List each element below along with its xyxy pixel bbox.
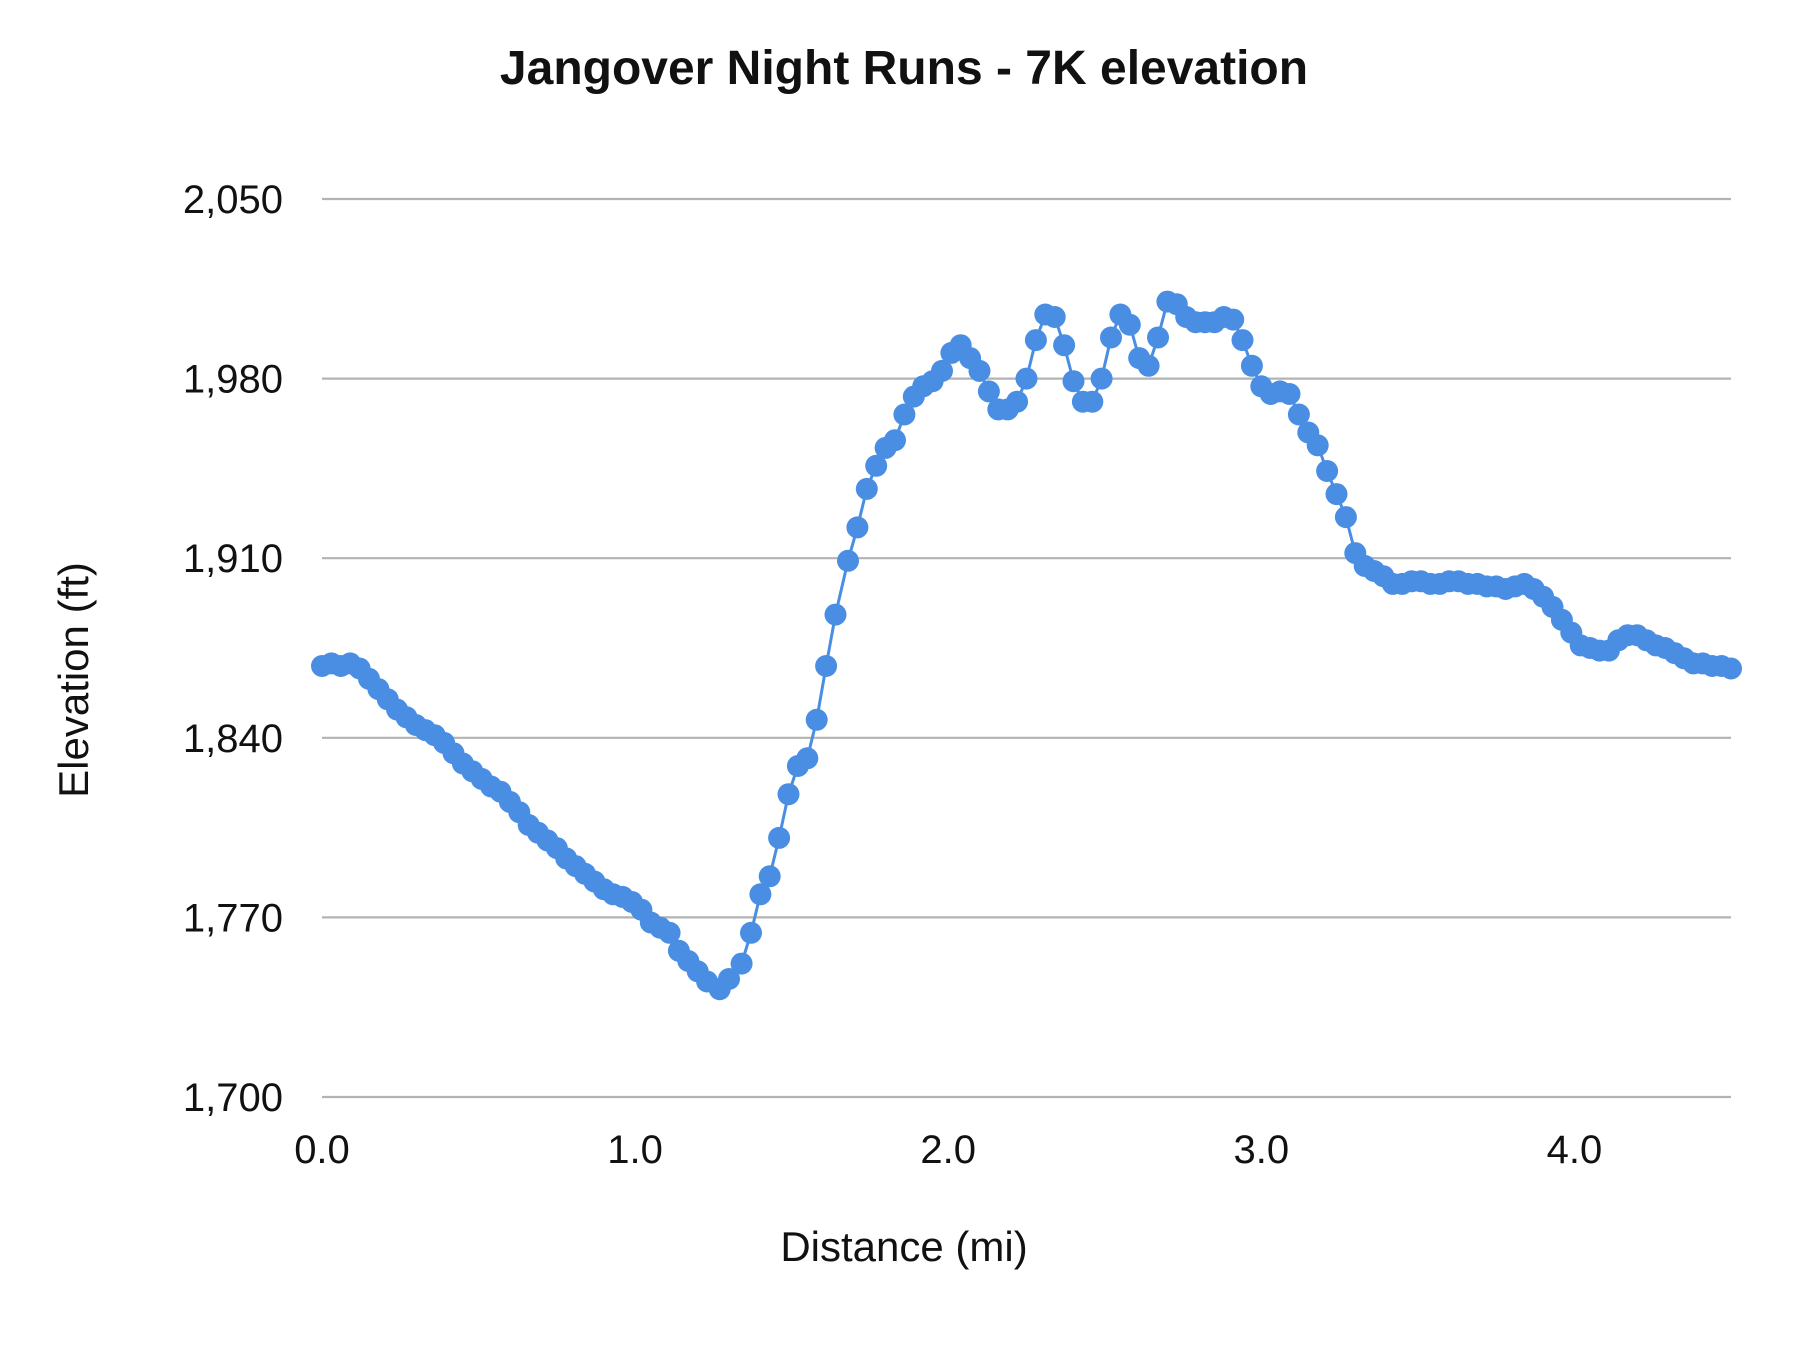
data-point: [796, 747, 819, 770]
data-point: [1147, 326, 1169, 349]
x-tick-label: 4.0: [1547, 1128, 1603, 1172]
data-point: [865, 454, 888, 477]
data-point: [1325, 483, 1348, 506]
data-point: [815, 655, 838, 677]
data-point: [968, 359, 991, 382]
data-point: [1062, 370, 1085, 393]
y-axis-label: Elevation (ft): [50, 562, 97, 798]
data-point: [1278, 383, 1301, 405]
data-point: [805, 708, 828, 731]
y-tick-label: 1,770: [183, 896, 283, 940]
data-point: [1081, 390, 1104, 413]
data-point: [740, 921, 762, 944]
data-point: [1720, 657, 1742, 680]
data-point: [1334, 506, 1357, 529]
y-tick-label: 2,050: [183, 178, 283, 222]
chart-title: Jangover Night Runs - 7K elevation: [500, 42, 1308, 95]
data-point: [1137, 354, 1160, 377]
data-point: [846, 516, 869, 539]
data-point: [824, 603, 847, 626]
y-tick-label: 1,700: [183, 1076, 283, 1120]
x-tick-label: 1.0: [607, 1128, 663, 1172]
y-tick-label: 1,910: [183, 537, 283, 581]
data-point: [1100, 326, 1122, 349]
data-point: [758, 865, 781, 888]
data-point: [1118, 313, 1141, 336]
y-tick-label: 1,980: [183, 358, 283, 402]
data-point: [1024, 329, 1047, 352]
data-point: [658, 921, 681, 944]
data-point: [931, 359, 953, 382]
data-point: [884, 429, 906, 452]
x-axis-ticks: 0.0 1.0 2.0 3.0 4.0: [294, 1128, 1602, 1172]
x-tick-label: 3.0: [1234, 1128, 1290, 1172]
x-tick-label: 0.0: [294, 1128, 350, 1172]
data-point: [837, 549, 859, 572]
data-point: [718, 968, 740, 990]
y-axis-ticks: 1,700 1,770 1,840 1,910 1,980 2,050: [183, 178, 283, 1120]
data-point: [1316, 460, 1339, 482]
data-point: [1090, 367, 1113, 390]
data-point: [1240, 354, 1263, 377]
data-point: [768, 826, 791, 849]
data-point: [1306, 434, 1329, 457]
series-elevation: [311, 290, 1742, 1001]
data-point: [855, 477, 878, 500]
gridlines: [322, 197, 1731, 1099]
data-point: [1006, 390, 1029, 413]
data-point: [1015, 367, 1038, 390]
data-point: [777, 783, 800, 806]
data-point: [1231, 329, 1254, 352]
data-point: [1222, 308, 1245, 331]
x-tick-label: 2.0: [920, 1128, 976, 1172]
data-point: [1043, 306, 1066, 328]
data-point: [977, 380, 1000, 403]
data-point: [1053, 334, 1076, 357]
x-axis-label: Distance (mi): [780, 1223, 1027, 1270]
data-point: [749, 883, 772, 906]
data-point: [893, 403, 916, 426]
data-point: [1287, 403, 1310, 426]
data-point: [730, 952, 753, 975]
y-tick-label: 1,840: [183, 717, 283, 761]
